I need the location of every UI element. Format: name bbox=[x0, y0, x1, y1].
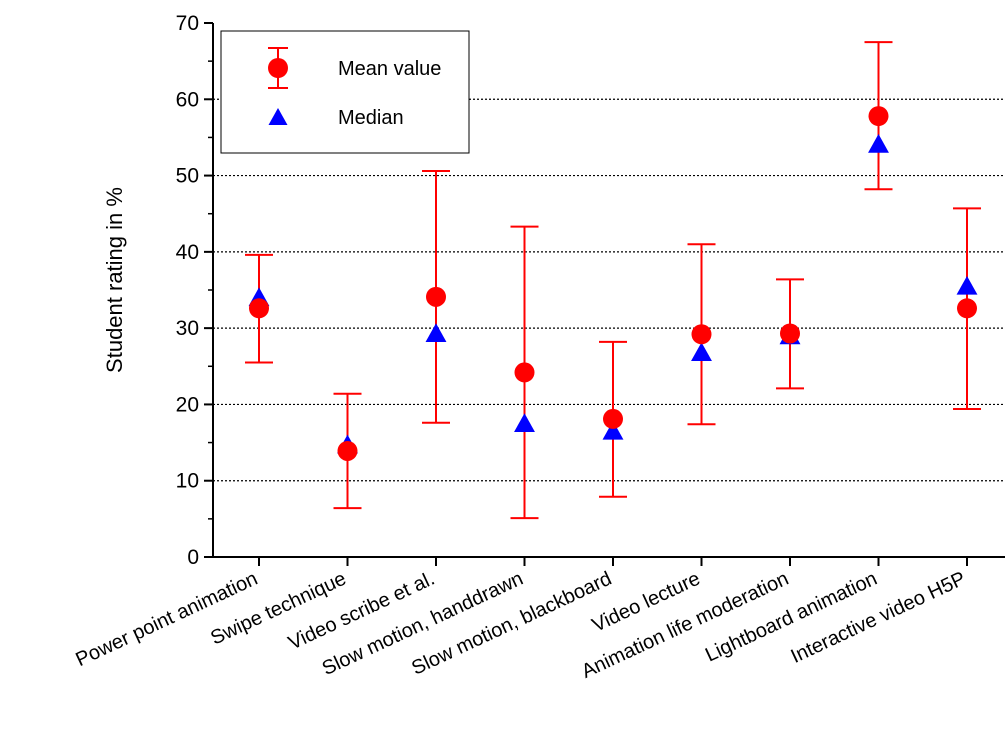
y-axis-label: Student rating in % bbox=[102, 187, 127, 373]
y-tick-label: 70 bbox=[176, 12, 199, 35]
median-point bbox=[514, 413, 535, 432]
mean-point bbox=[337, 440, 358, 461]
legend-entry-mean: Mean value bbox=[268, 47, 441, 89]
y-tick-label: 0 bbox=[187, 546, 199, 569]
median-point bbox=[956, 275, 978, 295]
mean-point bbox=[514, 362, 535, 383]
legend-entry-median: Median bbox=[268, 107, 404, 129]
data-marks bbox=[245, 41, 981, 520]
y-tick-label: 40 bbox=[176, 241, 199, 264]
y-tick-label: 60 bbox=[176, 88, 199, 111]
median-point bbox=[425, 323, 447, 342]
median-point bbox=[602, 420, 624, 440]
y-tick-label: 30 bbox=[176, 317, 199, 340]
mean-point bbox=[868, 106, 889, 127]
mean-point bbox=[603, 408, 623, 429]
mean-point bbox=[426, 286, 446, 307]
mean-point bbox=[957, 298, 977, 319]
y-axis: 0 10 20 30 40 50 60 70 bbox=[176, 12, 214, 569]
legend: Mean value Median bbox=[220, 30, 470, 154]
median-point bbox=[691, 342, 712, 362]
legend-median-marker bbox=[268, 108, 288, 125]
median-point bbox=[868, 134, 889, 153]
legend-label-mean: Mean value bbox=[338, 58, 441, 80]
legend-label-median: Median bbox=[338, 107, 404, 129]
legend-box bbox=[220, 30, 470, 154]
y-tick-label: 20 bbox=[176, 393, 199, 416]
mean-point bbox=[780, 323, 800, 344]
y-tick-label: 10 bbox=[176, 470, 199, 493]
mean-point bbox=[249, 298, 269, 319]
mean-point bbox=[691, 324, 712, 345]
y-tick-label: 50 bbox=[176, 165, 199, 188]
legend-mean-marker bbox=[268, 58, 288, 78]
